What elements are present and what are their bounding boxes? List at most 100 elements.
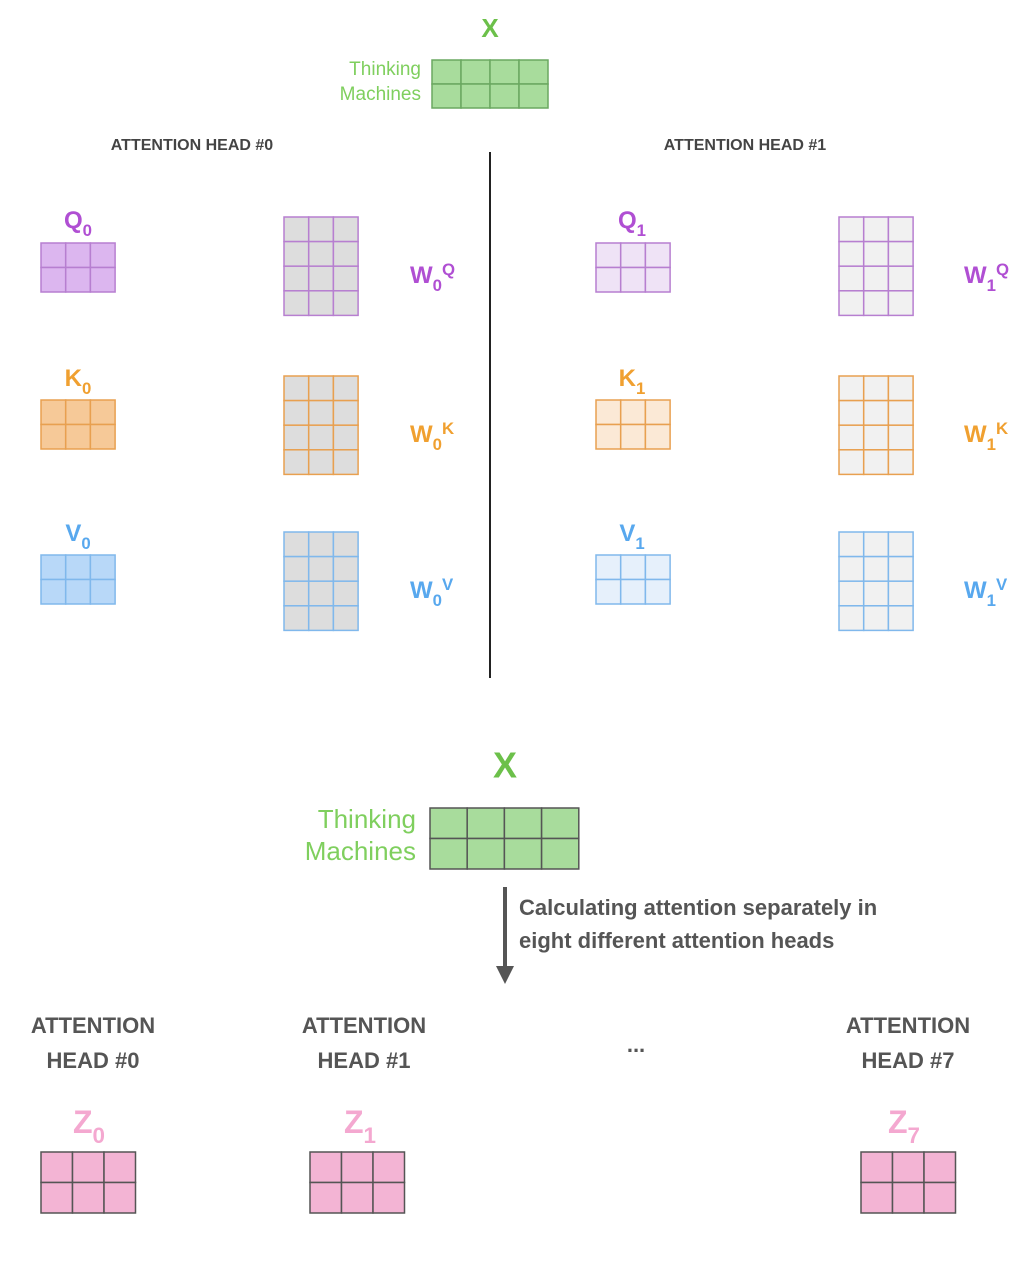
matrix-cell [862, 449, 890, 476]
label-letter: Q [64, 207, 83, 234]
matrix-cell [89, 578, 116, 605]
matrix-label: W1Q [964, 260, 1009, 295]
matrix [40, 554, 116, 605]
head-title: ATTENTION HEAD #0 [111, 137, 273, 154]
label-subscript: 7 [908, 1123, 920, 1148]
label-letter: W [410, 262, 433, 289]
matrix-cell [619, 242, 647, 269]
head-title: ATTENTION HEAD #1 [664, 137, 826, 154]
label-subscript: 0 [93, 1123, 105, 1148]
matrix-cell [891, 1181, 925, 1214]
matrix-cell [103, 1181, 137, 1214]
matrix-cell [64, 242, 92, 269]
matrix-cell [838, 555, 865, 582]
matrix-cell [595, 399, 622, 426]
matrix-cell [838, 424, 865, 451]
matrix-cell [644, 399, 671, 426]
matrix-cell [540, 837, 580, 870]
matrix-cell [862, 375, 890, 402]
label-subscript: 0 [81, 534, 90, 553]
matrix-cell [595, 242, 622, 269]
matrix-label: W1K [964, 419, 1008, 454]
matrix-cell [595, 266, 622, 293]
matrix-cell [372, 1181, 406, 1214]
matrix-cell [71, 1181, 105, 1214]
matrix-label: Z7 [888, 1104, 920, 1148]
label-letter: V [65, 520, 81, 547]
matrix-cell [283, 265, 310, 292]
matrix-cell [595, 578, 622, 605]
label-subscript: 0 [82, 379, 91, 398]
matrix-cell [89, 423, 116, 450]
matrix-cell [309, 1151, 343, 1184]
matrix-cell [887, 424, 914, 451]
matrix-cell [838, 240, 865, 267]
matrix-label: V1 [619, 520, 644, 553]
input-word: Machines [305, 836, 416, 866]
matrix-cell [307, 580, 335, 607]
matrix-cell [64, 399, 92, 426]
matrix-label: K1 [619, 365, 646, 398]
matrix-cell [283, 424, 310, 451]
matrix-cell [283, 555, 310, 582]
matrix-label: W0Q [410, 260, 455, 295]
matrix-cell [89, 554, 116, 581]
matrix-cell [862, 240, 890, 267]
matrix-cell [923, 1151, 957, 1184]
matrix-cell [283, 399, 310, 426]
matrix-cell [887, 375, 914, 402]
matrix-label: K0 [65, 365, 92, 398]
matrix-cell [332, 580, 359, 607]
label-subscript: 1 [987, 591, 996, 610]
matrix-cell [887, 531, 914, 558]
matrix-cell [309, 1181, 343, 1214]
matrix [40, 1151, 137, 1214]
label-subscript: 1 [364, 1123, 376, 1148]
matrix-cell [862, 605, 890, 632]
matrix [40, 399, 116, 450]
label-subscript: 0 [433, 435, 442, 454]
matrix-cell [372, 1151, 406, 1184]
matrix [283, 531, 359, 632]
matrix-cell [838, 290, 865, 317]
matrix-cell [332, 216, 359, 243]
matrix-cell [283, 216, 310, 243]
matrix-cell [862, 399, 890, 426]
matrix-cell [71, 1151, 105, 1184]
input-word: Machines [340, 84, 421, 105]
matrix [838, 531, 914, 632]
matrix-cell [862, 555, 890, 582]
matrix [40, 242, 116, 293]
label-superscript: K [442, 419, 454, 438]
matrix-cell [619, 554, 647, 581]
matrix-cell [862, 580, 890, 607]
label-subscript: 1 [637, 221, 646, 240]
matrix-cell [40, 242, 67, 269]
matrix-cell [466, 837, 506, 870]
matrix-cell [332, 265, 359, 292]
label-letter: K [619, 365, 637, 392]
matrix-cell [887, 449, 914, 476]
matrix-cell [887, 290, 914, 317]
matrix-cell [429, 807, 468, 840]
matrix-cell [887, 216, 914, 243]
matrix-label: V0 [65, 520, 90, 553]
matrix-cell [307, 216, 335, 243]
head-title: ATTENTION [846, 1013, 970, 1038]
matrix [838, 216, 914, 317]
matrix-cell [283, 449, 310, 476]
matrix-cell [307, 424, 335, 451]
arrow-head [496, 966, 514, 984]
matrix-cell [40, 1181, 74, 1214]
matrix-cell [838, 265, 865, 292]
matrix-cell [860, 1151, 894, 1184]
matrix-cell [64, 578, 92, 605]
matrix [309, 1151, 406, 1214]
matrix-label: Q0 [64, 207, 92, 240]
matrix-cell [89, 399, 116, 426]
matrix [838, 375, 914, 476]
matrix-cell [332, 555, 359, 582]
matrix-cell [431, 59, 462, 85]
matrix-cell [887, 265, 914, 292]
label-subscript: 1 [987, 276, 996, 295]
